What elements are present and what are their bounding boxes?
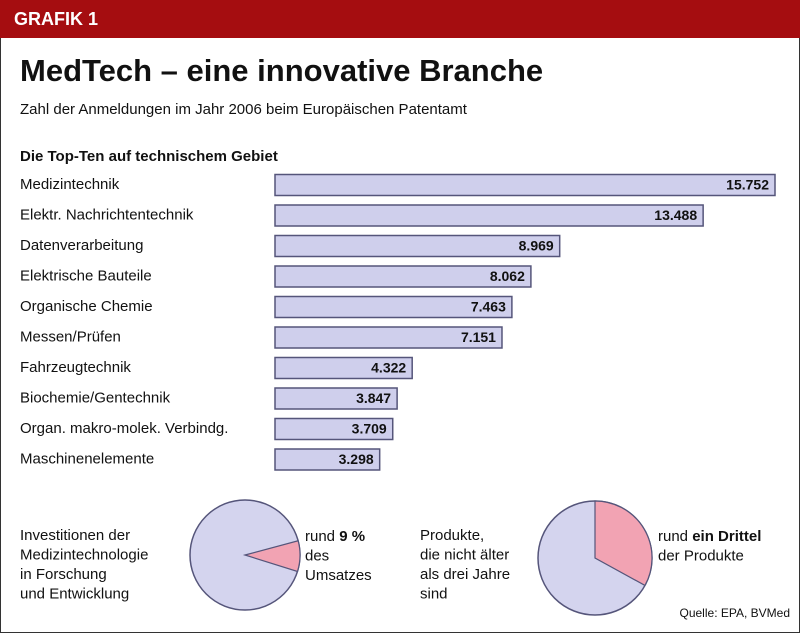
pie-annotation: der Produkte [658, 547, 744, 564]
pie-annotation: rund ein Drittel [658, 528, 761, 545]
value-label: 7.151 [461, 329, 496, 345]
bar [274, 265, 532, 288]
bar [274, 234, 561, 258]
value-label: 3.709 [352, 421, 387, 437]
category-label: Elektr. Nachrichtentechnik [20, 206, 194, 223]
pie-caption: Medizintechnologie [20, 546, 148, 563]
source: Quelle: EPA, BVMed [680, 606, 791, 620]
subtitle: Zahl der Anmeldungen im Jahr 2006 beim E… [20, 101, 468, 118]
category-label: Medizintechnik [20, 176, 120, 193]
value-label: 3.847 [356, 390, 391, 406]
bar [274, 204, 704, 227]
pie-annotation: Umsatzes [305, 567, 372, 584]
annotation-part: der Produkte [658, 547, 744, 564]
category-label: Organ. makro-molek. Verbindg. [20, 420, 228, 437]
bar [274, 326, 503, 349]
value-label: 8.969 [519, 238, 554, 254]
value-label: 15.752 [726, 177, 769, 193]
pie-caption: Investitionen der [20, 527, 130, 544]
category-label: Elektrische Bauteile [20, 267, 152, 284]
pie-caption: und Entwicklung [20, 585, 129, 602]
pie-annotation: rund 9 % [305, 528, 365, 545]
bar [274, 387, 398, 410]
category-label: Datenverarbeitung [20, 237, 143, 254]
pie-slice [594, 500, 653, 587]
bar [274, 356, 413, 380]
pie-caption: die nicht älter [420, 546, 509, 563]
annotation-part: rund [305, 528, 339, 545]
pie-caption: Produkte, [420, 527, 484, 544]
header-bar [0, 0, 800, 38]
annotation-part: Umsatzes [305, 567, 372, 584]
bar [274, 295, 513, 319]
value-label: 8.062 [490, 268, 525, 284]
bar [274, 173, 776, 197]
value-label: 7.463 [471, 299, 506, 315]
value-label: 13.488 [654, 207, 697, 223]
section-heading: Die Top-Ten auf technischem Gebiet [20, 148, 278, 165]
annotation-part: 9 % [339, 528, 365, 545]
category-label: Maschinenelemente [20, 450, 154, 467]
pie-slice [242, 540, 301, 573]
category-label: Organische Chemie [20, 298, 153, 315]
chart-title: MedTech – eine innovative Branche [20, 53, 543, 88]
pie-annotation: des [305, 547, 329, 564]
badge: GRAFIK 1 [14, 9, 98, 29]
annotation-part: ein Drittel [692, 528, 761, 545]
annotation-part: rund [658, 528, 692, 545]
category-label: Messen/Prüfen [20, 328, 121, 345]
pie-caption: sind [420, 585, 448, 602]
bar [274, 417, 394, 441]
value-label: 4.322 [371, 360, 406, 376]
bar [274, 448, 381, 471]
pie-caption: als drei Jahre [420, 566, 510, 583]
pie-caption: in Forschung [20, 566, 107, 583]
annotation-part: des [305, 547, 329, 564]
category-label: Biochemie/Gentechnik [20, 389, 171, 406]
value-label: 3.298 [339, 451, 374, 467]
category-label: Fahrzeugtechnik [20, 359, 131, 376]
